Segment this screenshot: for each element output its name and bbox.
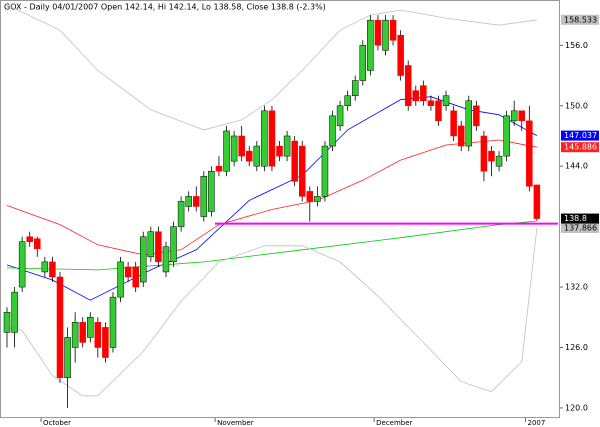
- candle-body: [26, 236, 33, 242]
- candle-body: [420, 85, 427, 101]
- candle-body: [321, 145, 329, 197]
- candle-body: [389, 19, 397, 41]
- candle-body: [510, 110, 518, 122]
- candle-body: [495, 155, 503, 167]
- candle-body: [397, 35, 404, 76]
- candle-body: [41, 261, 49, 273]
- candle-body: [465, 100, 473, 147]
- candle-body: [253, 145, 261, 167]
- value-tag-label: 138.8: [564, 214, 587, 223]
- candle-body: [94, 322, 102, 348]
- candle-body: [177, 201, 185, 227]
- candle-body: [3, 311, 11, 333]
- x-tick-label: December: [376, 419, 412, 427]
- overlay-line: [6, 4, 537, 131]
- value-tag: [561, 142, 599, 153]
- candle-body: [155, 231, 162, 263]
- candle-body: [162, 246, 170, 273]
- candle-body: [291, 140, 298, 182]
- candle-body: [427, 100, 435, 107]
- y-tick-label: 120.0: [565, 403, 588, 412]
- candle-body: [435, 100, 442, 122]
- candle-body: [367, 19, 374, 71]
- candle-body: [18, 241, 26, 288]
- candle-body: [147, 231, 155, 258]
- candle-body: [230, 135, 238, 162]
- candle-body: [34, 238, 41, 250]
- x-tick-label: 2007: [528, 419, 546, 427]
- value-tag: [561, 14, 599, 25]
- candle-body: [109, 296, 117, 348]
- value-tag-label: 158.533: [564, 15, 597, 24]
- candle-body: [124, 266, 132, 278]
- candle-body: [283, 135, 291, 157]
- title-bg: [2, 1, 264, 12]
- candle-body: [526, 120, 533, 187]
- candle-body: [480, 135, 488, 172]
- x-tick-label: October: [43, 419, 71, 427]
- candle-body: [49, 261, 56, 278]
- candle-body: [336, 105, 344, 127]
- candle-body: [200, 176, 208, 217]
- candle-body: [223, 130, 230, 172]
- candle-body: [245, 150, 253, 162]
- candle-body: [518, 110, 526, 122]
- candle-body: [533, 184, 541, 219]
- candle-body: [374, 19, 382, 46]
- candle-body: [382, 19, 389, 51]
- candle-body: [261, 110, 268, 167]
- candle-body: [450, 110, 457, 137]
- candle-body: [329, 115, 336, 147]
- candle-body: [268, 110, 276, 167]
- value-tag-label: 137.866: [564, 223, 597, 232]
- candle-body: [488, 150, 495, 162]
- y-tick-label: 132.0: [565, 283, 588, 292]
- candle-body: [140, 236, 147, 283]
- y-tick-label: 150.0: [565, 101, 588, 110]
- candle-body: [276, 145, 283, 157]
- candle-body: [170, 226, 177, 263]
- candle-body: [503, 115, 510, 157]
- x-tick-label: November: [217, 419, 254, 427]
- candle-body: [117, 261, 124, 298]
- candle-body: [351, 80, 359, 96]
- candle-body: [71, 322, 79, 348]
- candle-body: [64, 337, 71, 378]
- candle-body: [442, 95, 450, 107]
- value-tag-label: 147.037: [564, 131, 597, 140]
- candle-body: [457, 125, 465, 147]
- candle-body: [314, 196, 321, 202]
- value-tag-label: 145.886: [564, 143, 597, 152]
- candle-body: [359, 45, 367, 81]
- candle-body: [79, 322, 86, 343]
- overlay-line: [6, 139, 537, 256]
- candle-body: [404, 65, 412, 107]
- candle-body: [185, 196, 192, 207]
- y-tick-label: 144.0: [565, 162, 588, 171]
- candle-body: [298, 145, 306, 197]
- candle-body: [473, 105, 480, 127]
- candle-body: [193, 196, 200, 207]
- candle-body: [344, 95, 351, 107]
- candle-body: [132, 266, 139, 288]
- candle-body: [238, 135, 245, 157]
- overlay-line: [6, 227, 538, 397]
- value-tag: [561, 130, 599, 141]
- candle-body: [412, 90, 420, 101]
- candle-body: [56, 276, 64, 378]
- chart-title: GOX - Daily 04/01/2007 Open 142.14, Hi 1…: [4, 3, 326, 12]
- candle-body: [11, 291, 18, 333]
- value-tag: [561, 213, 599, 224]
- candle-body: [306, 191, 314, 202]
- y-tick-label: 126.0: [565, 343, 588, 352]
- candle-body: [215, 165, 223, 172]
- y-tick-label: 156.0: [565, 41, 588, 50]
- value-tag: [561, 222, 599, 233]
- plot-frame: [0, 0, 560, 418]
- candle-body: [208, 170, 215, 212]
- candle-body: [102, 327, 109, 358]
- candle-body: [87, 317, 94, 338]
